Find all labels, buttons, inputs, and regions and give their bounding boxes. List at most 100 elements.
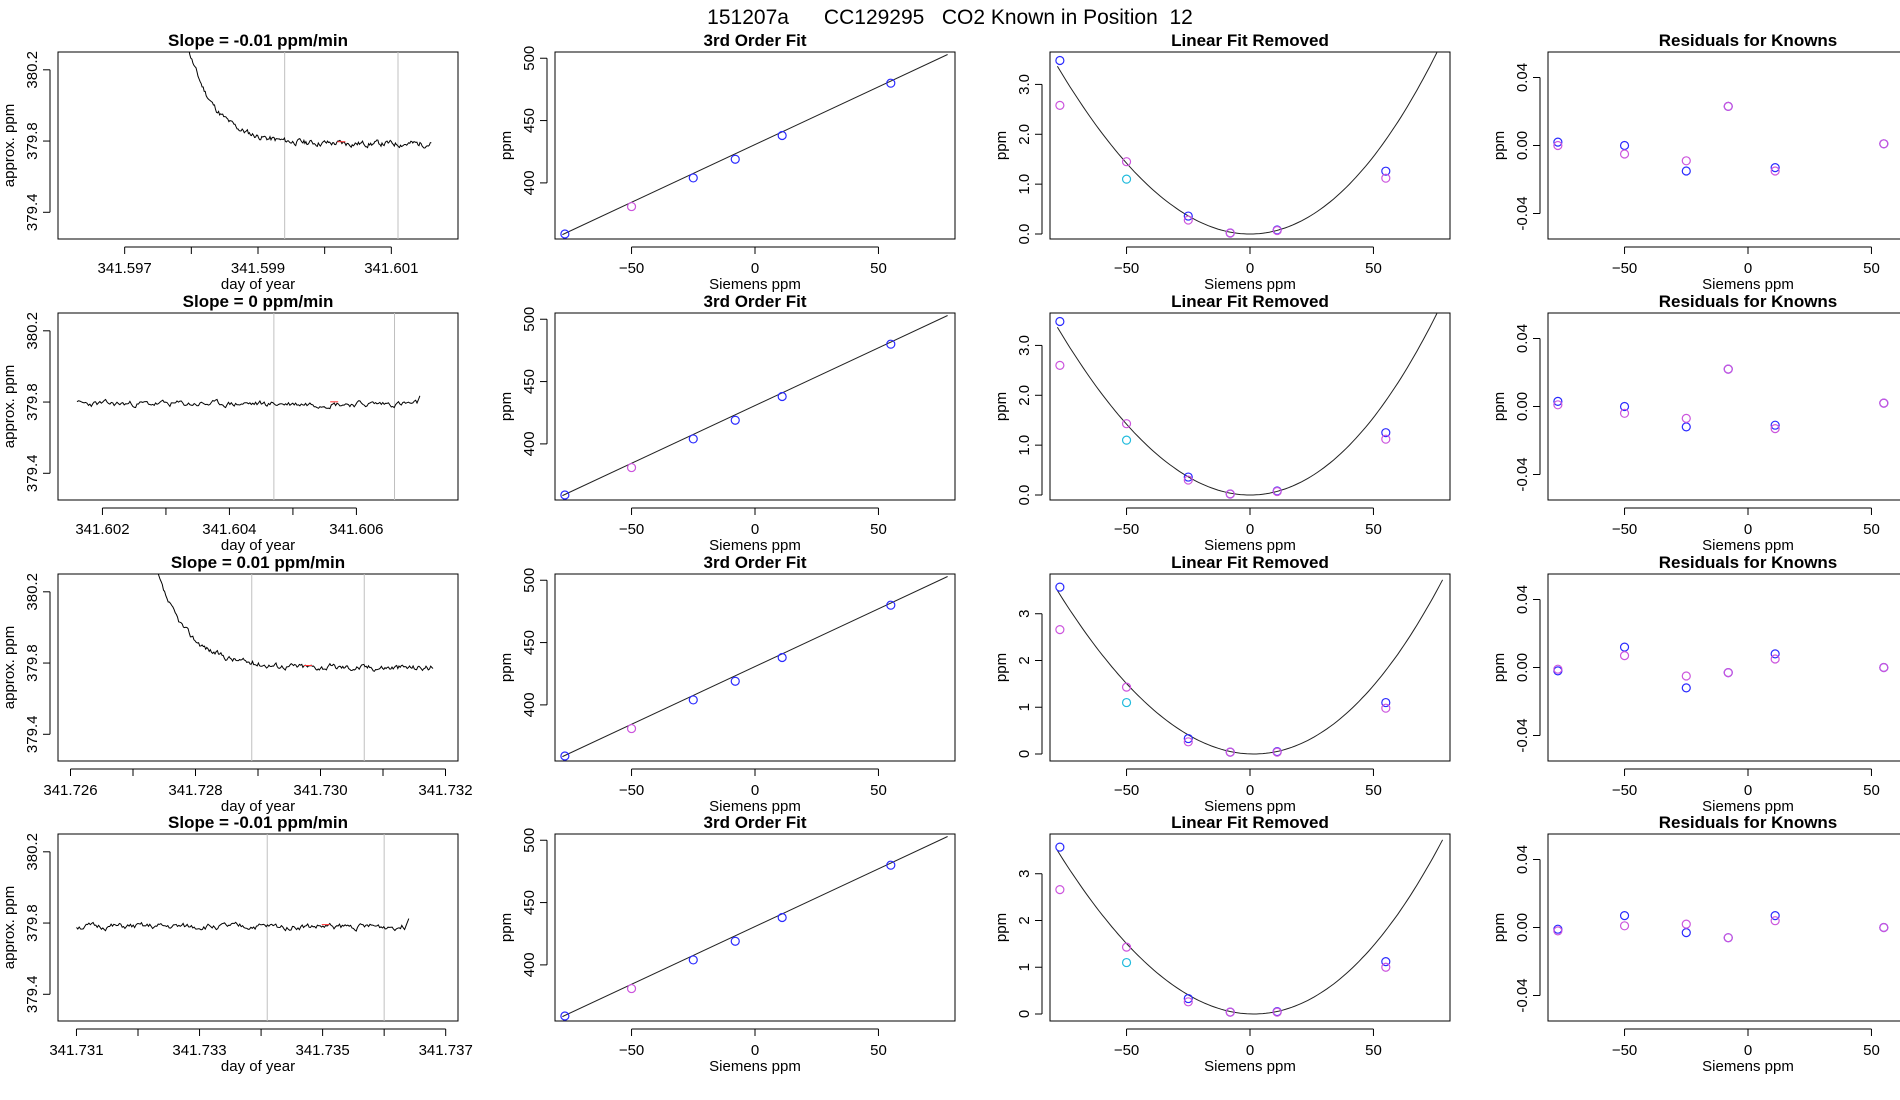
data-point-blue <box>886 78 896 88</box>
data-point-violet <box>1121 682 1132 692</box>
x-tick-label: 0 <box>751 1042 759 1059</box>
x-tick-label: 341.728 <box>168 782 222 799</box>
fit-curve <box>1056 579 1444 755</box>
data-point-blue <box>1381 166 1391 176</box>
x-tick-label: −50 <box>1114 521 1139 538</box>
data-point-blue <box>730 676 740 686</box>
x-axis-label: Siemens ppm <box>709 537 801 554</box>
x-tick-label: 341.606 <box>329 521 383 538</box>
y-axis-label: ppm <box>1491 131 1508 160</box>
plot-area <box>562 54 948 236</box>
data-point-blue <box>560 229 570 239</box>
data-point-blue <box>688 434 698 444</box>
data-point-violet <box>1225 228 1235 238</box>
data-point-violet <box>1183 997 1193 1007</box>
panel-r1-c1: Slope = -0.01 ppm/min 341.597 341.599 341.6… <box>1 31 459 293</box>
data-point-blue <box>688 695 698 705</box>
plot-frame <box>1547 51 1900 240</box>
x-axis-label: Siemens ppm <box>709 276 801 293</box>
x-axis-label: Siemens ppm <box>1204 798 1296 815</box>
plot-area <box>76 834 410 1021</box>
data-point-blue <box>688 955 698 965</box>
panel-title: 3rd Order Fit <box>704 553 807 572</box>
panel-title: Residuals for Knowns <box>1659 813 1838 832</box>
data-point-violet <box>1879 139 1889 149</box>
data-point-violet <box>1770 424 1780 434</box>
x-tick-label: 0 <box>1246 521 1254 538</box>
panel-r1-c4: Residuals for Knowns −50 0 50 Siemens ppm -0.… <box>1491 31 1900 293</box>
y-tick-label: -0.04 <box>1514 718 1531 752</box>
data-point-blue <box>1619 140 1630 151</box>
data-point-blue <box>1183 733 1193 744</box>
x-tick-label: 341.604 <box>202 521 256 538</box>
fit-line <box>562 315 948 497</box>
data-point-violet <box>1183 475 1193 485</box>
y-axis-label: ppm <box>1491 392 1508 421</box>
panel-title: Residuals for Knowns <box>1659 292 1838 311</box>
y-tick-label: 1.0 <box>1016 174 1033 195</box>
x-tick-label: −50 <box>619 521 644 538</box>
data-point-blue <box>1770 420 1780 430</box>
data-point-violet <box>1723 364 1733 374</box>
data-point-violet <box>1121 942 1132 952</box>
data-point-violet <box>1879 398 1889 408</box>
y-tick-label: 0 <box>1016 1010 1033 1018</box>
y-tick-label: 379.8 <box>24 383 41 421</box>
x-axis-label: Siemens ppm <box>709 798 801 815</box>
data-point-violet <box>1553 664 1563 674</box>
y-tick-label: 379.4 <box>24 716 41 754</box>
plot-frame <box>554 833 956 1022</box>
y-tick-label: 0.04 <box>1514 585 1531 614</box>
x-tick-label: 0 <box>1744 521 1752 538</box>
plot-area <box>1056 579 1444 755</box>
x-tick-label: 341.737 <box>419 1042 473 1059</box>
y-axis-label: approx. ppm <box>1 104 18 187</box>
y-tick-label: 0.04 <box>1514 324 1531 353</box>
co2-trace <box>157 574 434 672</box>
data-point-cyan <box>1121 174 1132 184</box>
panel-r1-c3: Linear Fit Removed −50 0 50 Siemens ppm 0.0 1.… <box>993 31 1451 293</box>
fit-curve <box>1056 313 1438 496</box>
plot-frame <box>1049 312 1451 501</box>
x-tick-label: −50 <box>1114 1042 1139 1059</box>
panel-r4-c4: Residuals for Knowns −50 0 50 Siemens ppm -0.… <box>1491 813 1900 1075</box>
panel-r2-c4: Residuals for Knowns −50 0 50 Siemens ppm -0.… <box>1491 292 1900 554</box>
data-point-blue <box>560 490 570 500</box>
panel-r2-c1: Slope = 0 ppm/min 341.602 341.604 341.606 da… <box>1 292 459 554</box>
data-point-blue <box>1681 927 1691 938</box>
y-tick-label: -0.04 <box>1514 457 1531 491</box>
co2-trace <box>76 918 410 932</box>
x-tick-label: −50 <box>1612 521 1637 538</box>
data-point-violet <box>1770 654 1780 664</box>
data-point-blue <box>1553 396 1563 406</box>
data-point-blue <box>1381 697 1391 708</box>
panel-title: Residuals for Knowns <box>1659 553 1838 572</box>
panel-title: Slope = 0 ppm/min <box>183 292 334 311</box>
y-axis-label: ppm <box>498 653 515 682</box>
x-tick-label: 341.731 <box>49 1042 103 1059</box>
co2-trace <box>76 395 421 410</box>
plot-frame <box>57 573 459 762</box>
y-tick-label: 0.00 <box>1514 131 1531 160</box>
data-point-blue <box>1055 316 1065 327</box>
data-point-violet <box>1723 101 1733 112</box>
data-point-violet <box>1619 149 1630 159</box>
x-tick-label: 0 <box>1744 1042 1752 1059</box>
data-point-violet <box>626 723 637 734</box>
x-tick-label: −50 <box>1612 260 1637 277</box>
figure-title: 151207a CC129295 CO2 Known in Position 1… <box>707 6 1193 29</box>
x-tick-label: 0 <box>1246 782 1254 799</box>
panel-title: Slope = -0.01 ppm/min <box>168 813 348 832</box>
panel-r2-c2: 3rd Order Fit −50 0 50 Siemens ppm 400 450 500 p… <box>498 292 956 554</box>
x-tick-label: 50 <box>1863 782 1880 799</box>
x-tick-label: 0 <box>1744 260 1752 277</box>
x-axis-label: day of year <box>221 1058 295 1075</box>
y-tick-label: 0.0 <box>1016 485 1033 506</box>
data-point-blue <box>777 912 787 923</box>
y-tick-label: -0.04 <box>1514 196 1531 230</box>
y-tick-label: 450 <box>521 630 538 655</box>
data-point-blue <box>886 860 896 870</box>
plot-area <box>76 313 421 500</box>
data-point-violet <box>1272 225 1282 236</box>
panel-title: Linear Fit Removed <box>1171 553 1329 572</box>
